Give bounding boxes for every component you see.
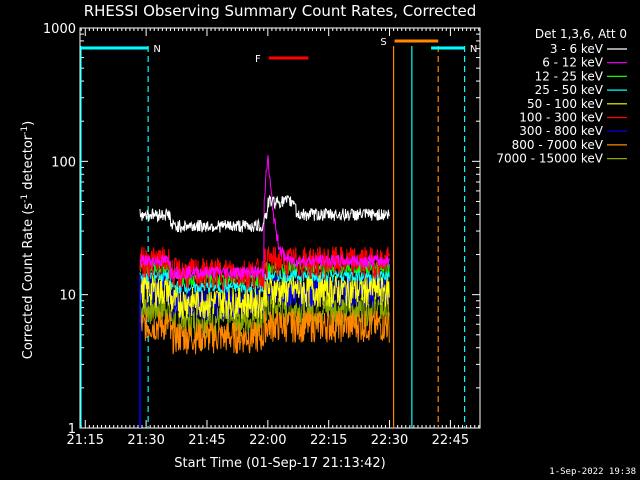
x-axis-ticks: 21:15 21:30 21:45 22:00 22:15 22:30 22:45 xyxy=(67,28,480,448)
flag-label: F xyxy=(255,54,261,65)
series-line xyxy=(139,245,390,292)
series-line xyxy=(139,194,390,233)
x-tick-label: 22:00 xyxy=(249,433,286,448)
y-axis-label-main: Corrected Count Rate (s xyxy=(21,203,36,360)
legend-label: 50 - 100 keV xyxy=(527,97,604,111)
x-axis-label: Start Time (01-Sep-17 21:13:42) xyxy=(174,456,385,471)
legend-label: 12 - 25 keV xyxy=(535,69,604,83)
y-axis-label-sup1: -1 xyxy=(20,194,30,203)
y-tick-label: 1000 xyxy=(43,22,76,37)
chart-title: RHESSI Observing Summary Count Rates, Co… xyxy=(84,2,477,20)
x-tick-label: 22:45 xyxy=(432,433,469,448)
legend-label: 6 - 12 keV xyxy=(542,56,604,70)
y-tick-label: 100 xyxy=(51,155,76,170)
legend-label: 300 - 800 keV xyxy=(519,124,603,138)
series-line xyxy=(139,274,390,320)
series-line xyxy=(139,310,390,355)
x-tick-label: 21:15 xyxy=(67,433,104,448)
y-axis-label: Corrected Count Rate (s-1 detector-1) xyxy=(20,121,36,359)
flag-bars: N N F S xyxy=(81,37,477,65)
time-marker-lines xyxy=(80,46,466,428)
legend-label: 25 - 50 keV xyxy=(535,83,604,97)
legend-label: 7000 - 15000 keV xyxy=(496,152,603,166)
legend-label: 800 - 7000 keV xyxy=(512,138,604,152)
y-tick-label: 10 xyxy=(59,289,76,304)
timestamp: 1-Sep-2022 19:38 xyxy=(549,467,636,477)
flag-label: N xyxy=(470,44,477,55)
y-axis-label-end: ) xyxy=(21,121,36,126)
y-tick-label: 1 xyxy=(68,422,76,437)
legend-label: 100 - 300 keV xyxy=(519,111,603,125)
legend-label: 3 - 6 keV xyxy=(550,42,604,56)
x-tick-label: 21:45 xyxy=(188,433,225,448)
flag-label: S xyxy=(380,37,386,48)
x-tick-label: 21:30 xyxy=(127,433,164,448)
y-axis-label-mid: detector xyxy=(21,134,36,194)
x-tick-label: 22:15 xyxy=(310,433,347,448)
series-line xyxy=(139,155,390,281)
legend-header: Det 1,3,6, Att 0 xyxy=(535,27,627,41)
y-axis-label-sup2: -1 xyxy=(20,126,30,135)
x-tick-label: 22:30 xyxy=(371,433,408,448)
series-group xyxy=(139,155,390,428)
flag-label: N xyxy=(153,44,160,55)
